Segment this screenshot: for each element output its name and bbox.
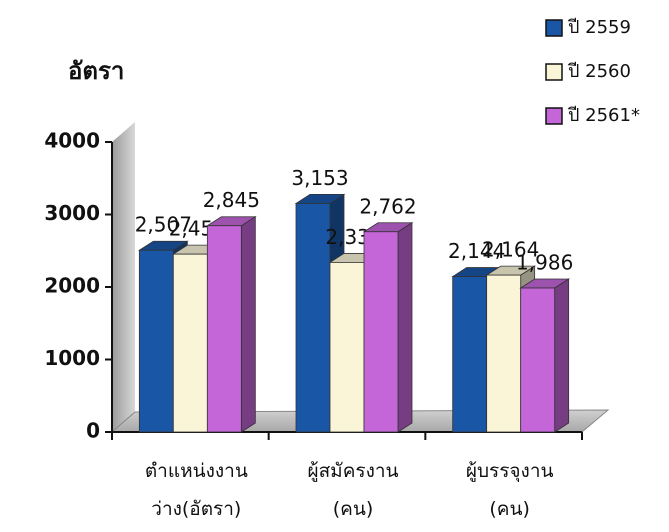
y-axis-title: อัตรา [68,57,124,85]
x-tick-label: ตำแหน่งงาน ว่าง(อัตรา) [144,460,248,520]
legend-swatch [545,63,563,81]
y-tick-label: 1000 [44,346,100,370]
back-wall [112,122,135,432]
y-tick-label: 3000 [44,201,100,225]
bar [452,276,488,433]
value-label: 2,164 [482,238,539,262]
bar [520,287,556,433]
bar-side [240,216,256,433]
bar-side [554,278,570,433]
bar [295,203,331,433]
bar-side [397,222,413,433]
value-label: 3,153 [291,166,348,190]
bar [363,231,399,433]
value-label: 2,845 [203,188,260,212]
bar [206,225,242,433]
y-tick-label: 0 [86,419,100,443]
legend-swatch [545,19,563,37]
y-tick-label: 4000 [44,129,100,153]
legend-label: ปี 2559 [568,17,631,38]
y-tick-label: 2000 [44,274,100,298]
value-label: 1,986 [516,251,573,275]
value-label: 2,762 [359,194,416,218]
bar [138,249,174,433]
x-tick-label: ผู้สมัครงาน (คน) [307,460,399,520]
legend-label: ปี 2561* [568,105,640,126]
bar [329,262,365,433]
legend-label: ปี 2560 [568,61,631,82]
legend-swatch [545,107,563,125]
value-label: 2,144 [448,239,505,263]
bar [486,274,522,433]
value-label: 2,507 [135,213,192,237]
bar [172,253,208,433]
x-tick-label: ผู้บรรจุงาน (คน) [465,460,554,520]
